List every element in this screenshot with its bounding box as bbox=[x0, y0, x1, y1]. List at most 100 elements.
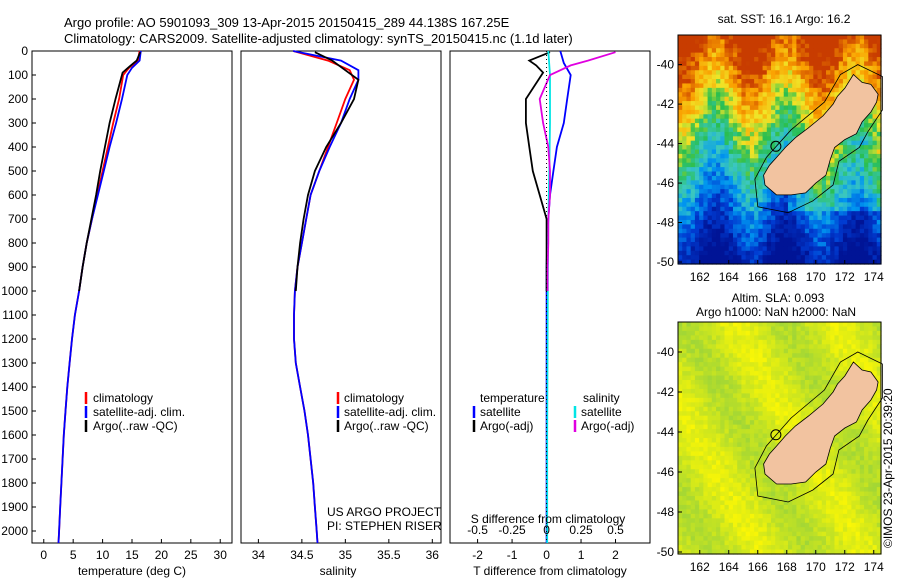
map-cell bbox=[741, 464, 747, 470]
map-cell bbox=[694, 219, 700, 225]
map-cell bbox=[800, 202, 806, 208]
map-cell bbox=[779, 384, 785, 390]
map-cell bbox=[703, 39, 709, 45]
map-cell bbox=[766, 136, 772, 142]
map-cell bbox=[766, 237, 772, 243]
map-cell bbox=[741, 193, 747, 199]
map-cell bbox=[783, 83, 789, 89]
map-cell bbox=[716, 446, 721, 452]
map-cell bbox=[699, 114, 704, 120]
map-cell bbox=[728, 473, 734, 479]
map-cell bbox=[737, 527, 743, 533]
map-cell bbox=[787, 420, 793, 426]
map-cell bbox=[775, 375, 781, 381]
map-cell bbox=[720, 101, 726, 107]
map-cell bbox=[728, 83, 734, 89]
map-cell bbox=[783, 388, 789, 394]
map-cell bbox=[821, 228, 827, 234]
map-cell bbox=[821, 473, 827, 479]
map-cell bbox=[834, 491, 840, 497]
map-cell bbox=[707, 406, 713, 412]
map-cell bbox=[686, 339, 692, 345]
map-cell bbox=[787, 87, 793, 93]
map-cell bbox=[847, 326, 852, 332]
map-cell bbox=[838, 362, 844, 368]
map-cell bbox=[851, 65, 857, 71]
map-cell bbox=[838, 171, 844, 177]
depth-tick-label: 100 bbox=[8, 68, 28, 82]
map-cell bbox=[716, 65, 721, 71]
map-cell bbox=[741, 420, 747, 426]
map-cell bbox=[749, 522, 755, 528]
map-cell bbox=[711, 211, 717, 217]
map-cell bbox=[711, 451, 717, 457]
map-cell bbox=[783, 259, 789, 265]
map-cell bbox=[703, 57, 709, 63]
map-cell bbox=[855, 460, 861, 466]
map-cell bbox=[707, 162, 713, 168]
map-cell bbox=[699, 406, 704, 412]
map-cell bbox=[771, 96, 776, 102]
map-cell bbox=[792, 114, 798, 120]
map-cell bbox=[787, 92, 793, 98]
map-cell bbox=[842, 237, 848, 243]
map-cell bbox=[707, 206, 713, 212]
map-cell bbox=[758, 549, 764, 555]
map-cell bbox=[758, 197, 764, 203]
map-cell bbox=[813, 496, 819, 502]
map-cell bbox=[745, 118, 751, 124]
map-cell bbox=[804, 509, 810, 515]
map-cell bbox=[859, 339, 865, 345]
map-cell bbox=[787, 482, 793, 488]
map-cell bbox=[787, 74, 793, 80]
map-cell bbox=[720, 442, 726, 448]
map-cell bbox=[847, 362, 852, 368]
map-cell bbox=[758, 433, 764, 439]
map-cell bbox=[775, 384, 781, 390]
map-cell bbox=[703, 384, 709, 390]
map-cell bbox=[809, 219, 814, 225]
map-cell bbox=[876, 48, 882, 54]
map-cell bbox=[728, 109, 734, 115]
map-cell bbox=[859, 219, 865, 225]
map-cell bbox=[787, 193, 793, 199]
map-cell bbox=[817, 74, 823, 80]
map-cell bbox=[775, 438, 781, 444]
depth-tick-label: 200 bbox=[8, 92, 28, 106]
map-cell bbox=[732, 145, 738, 151]
map-cell bbox=[737, 39, 743, 45]
map-cell bbox=[745, 255, 751, 261]
map-cell bbox=[694, 189, 700, 195]
map-cell bbox=[728, 57, 734, 63]
map-cell bbox=[728, 79, 734, 85]
map-cell bbox=[694, 171, 700, 177]
map-cell bbox=[699, 92, 704, 98]
map-cell bbox=[800, 255, 806, 261]
map-cell bbox=[724, 384, 730, 390]
map-cell bbox=[826, 500, 831, 506]
map-cell bbox=[686, 540, 692, 546]
map-cell bbox=[779, 330, 785, 336]
map-cell bbox=[792, 65, 798, 71]
map-cell bbox=[720, 491, 726, 497]
map-cell bbox=[678, 438, 683, 444]
map-cell bbox=[694, 184, 700, 190]
map-cell bbox=[745, 491, 751, 497]
map-cell bbox=[694, 35, 700, 40]
map-cell bbox=[847, 162, 852, 168]
map-cell bbox=[851, 451, 857, 457]
map-cell bbox=[876, 101, 882, 107]
map-cell bbox=[842, 362, 848, 368]
map-cell bbox=[720, 420, 726, 426]
map-cell bbox=[830, 65, 836, 71]
map-cell bbox=[872, 145, 878, 151]
map-cell bbox=[707, 326, 713, 332]
map-cell bbox=[796, 123, 802, 129]
map-cell bbox=[847, 219, 852, 225]
map-cell bbox=[754, 74, 759, 80]
map-cell bbox=[711, 96, 717, 102]
map-cell bbox=[771, 131, 776, 137]
map-cell bbox=[842, 335, 848, 341]
map-cell bbox=[732, 255, 738, 261]
map-cell bbox=[804, 487, 810, 493]
